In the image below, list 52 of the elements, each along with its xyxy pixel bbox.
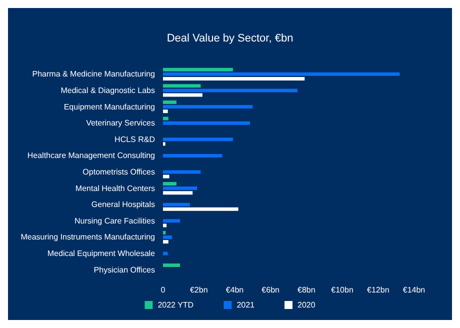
y-tick-label: Equipment Manufacturing	[64, 102, 155, 112]
y-tick-label: Measuring Instruments Manufacturing	[20, 232, 155, 242]
bar	[163, 138, 233, 142]
x-tick-label: €2bn	[190, 286, 208, 294]
bar	[163, 202, 190, 206]
bar	[163, 110, 168, 114]
y-tick-label: Physician Offices	[94, 265, 155, 274]
x-tick-label: €4bn	[226, 286, 244, 294]
bar	[163, 121, 250, 125]
bar	[163, 105, 253, 109]
bar	[163, 84, 201, 88]
bar	[163, 240, 168, 244]
bar	[163, 88, 298, 92]
bar	[163, 186, 198, 190]
legend-label: 2021	[236, 300, 256, 310]
y-tick-label: Mental Health Centers	[75, 184, 155, 193]
x-tick-label: €8bn	[298, 286, 316, 294]
bar	[163, 182, 176, 186]
bar	[163, 68, 233, 72]
bar	[163, 230, 166, 234]
y-tick-label: Medical Equipment Wholesale	[47, 249, 156, 258]
bar	[163, 93, 202, 97]
y-tick-label: HCLS R&D	[114, 134, 156, 144]
legend-label: 2020	[298, 300, 316, 310]
bar	[163, 191, 193, 195]
y-tick-label: Optometrists Offices	[82, 168, 155, 176]
y-tick-label: Nursing Care Facilities	[74, 216, 155, 226]
chart-title: Deal Value by Sector, €bn	[166, 32, 294, 44]
bar	[163, 219, 180, 223]
legend-label: 2022 YTD	[158, 300, 194, 310]
bar	[163, 100, 176, 104]
x-tick-label: €12bn	[367, 286, 390, 294]
bar	[163, 224, 167, 228]
x-tick-label: 0	[160, 286, 166, 294]
x-tick-label: €10bn	[331, 286, 354, 294]
bar	[163, 264, 180, 268]
bar	[163, 76, 305, 80]
y-tick-label: Healthcare Management Consulting	[27, 151, 155, 160]
y-tick-label: Veterinary Services	[86, 118, 155, 128]
bar	[163, 235, 172, 239]
bar	[163, 207, 238, 211]
bar	[163, 252, 168, 256]
x-tick-label: €14bn	[402, 286, 426, 294]
bar	[163, 154, 222, 158]
x-tick-label: €6bn	[262, 286, 280, 294]
bar	[163, 174, 170, 178]
bar	[163, 116, 168, 120]
y-tick-label: Medical & Diagnostic Labs	[60, 86, 155, 95]
y-tick-label: Pharma & Medicine Manufacturing	[32, 70, 155, 79]
bar	[163, 170, 201, 174]
bar	[163, 72, 400, 76]
y-tick-label: General Hospitals	[91, 200, 155, 210]
